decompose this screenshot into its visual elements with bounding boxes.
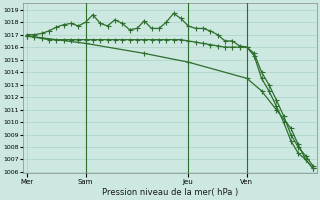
X-axis label: Pression niveau de la mer( hPa ): Pression niveau de la mer( hPa ): [102, 188, 238, 197]
